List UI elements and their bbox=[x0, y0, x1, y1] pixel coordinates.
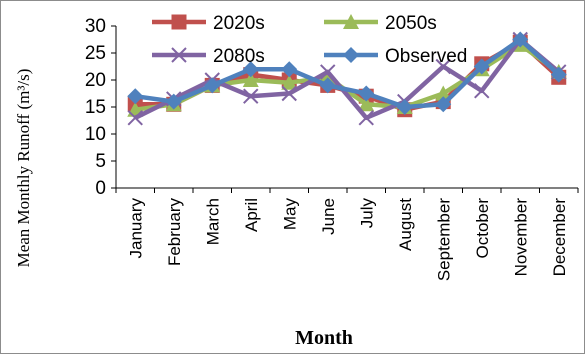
data-point-2080s bbox=[281, 85, 297, 102]
legend-item-2050s: 2050s bbox=[324, 13, 437, 34]
x-tick-label: September bbox=[434, 198, 453, 281]
legend-marker-observed bbox=[343, 47, 359, 63]
x-tick-label: May bbox=[280, 198, 299, 231]
x-tick-label: July bbox=[357, 198, 376, 229]
axes: 0 5 10 15 20 25 30 January February March April May… bbox=[85, 16, 579, 281]
data-point-observed bbox=[435, 96, 452, 113]
series-line-observed bbox=[134, 37, 561, 110]
y-tick-label: 10 bbox=[85, 124, 106, 145]
legend: 2020s 2050s 2080s Observed bbox=[152, 13, 467, 67]
data-point-2050s bbox=[435, 85, 452, 101]
data-point-2080s bbox=[474, 83, 490, 99]
data-point-observed bbox=[165, 93, 182, 110]
x-tick-label: October bbox=[473, 198, 492, 259]
data-point-2050s bbox=[358, 96, 375, 112]
y-tick-label: 0 bbox=[95, 178, 106, 199]
x-tick-label: August bbox=[396, 198, 415, 251]
legend-marker-2050s bbox=[343, 14, 359, 29]
y-tick-label: 5 bbox=[95, 151, 106, 172]
x-tick-label: April bbox=[242, 198, 261, 232]
y-axis-title: Mean Monthly Runoff (m³/s) bbox=[14, 69, 33, 268]
data-point-2080s bbox=[358, 110, 374, 126]
legend-label: 2080s bbox=[213, 46, 265, 67]
data-point-observed bbox=[319, 77, 336, 94]
series-observed bbox=[127, 31, 567, 115]
data-point-observed bbox=[281, 61, 298, 78]
data-point-observed bbox=[512, 31, 529, 48]
y-tick-label: 25 bbox=[85, 43, 106, 64]
data-point-2050s bbox=[242, 72, 259, 87]
legend-label: 2020s bbox=[213, 13, 265, 34]
x-tick-label: January bbox=[126, 198, 145, 259]
x-tick-label: February bbox=[165, 198, 184, 267]
legend-marker-2020s bbox=[171, 14, 187, 30]
data-point-2080s bbox=[127, 110, 143, 126]
data-point-observed bbox=[473, 58, 490, 75]
legend-item-2080s: 2080s bbox=[152, 46, 265, 67]
y-tick-label: 20 bbox=[85, 70, 106, 91]
y-tick-label: 30 bbox=[85, 16, 106, 37]
x-tick-label: June bbox=[319, 198, 338, 235]
data-point-observed bbox=[204, 77, 221, 94]
data-point-2050s bbox=[319, 69, 336, 85]
data-point-2050s bbox=[281, 74, 298, 90]
legend-item-observed: Observed bbox=[324, 46, 467, 67]
data-point-2080s bbox=[435, 58, 451, 75]
legend-label: 2050s bbox=[385, 13, 437, 34]
data-point-observed bbox=[396, 99, 413, 115]
series-layer bbox=[127, 31, 567, 126]
y-tick-label: 15 bbox=[85, 97, 106, 118]
x-tick-label: December bbox=[550, 198, 569, 277]
data-point-observed bbox=[358, 85, 375, 102]
data-point-2080s bbox=[243, 88, 259, 104]
data-point-observed bbox=[242, 61, 259, 78]
data-point-2080s bbox=[320, 64, 336, 80]
data-point-observed bbox=[550, 66, 567, 83]
x-axis-title: Month bbox=[295, 327, 353, 349]
legend-marker-2080s bbox=[171, 47, 187, 63]
legend-label: Observed bbox=[385, 46, 467, 67]
x-tick-label: March bbox=[203, 198, 222, 245]
data-point-observed bbox=[127, 88, 144, 105]
legend-item-2020s: 2020s bbox=[152, 13, 265, 34]
x-tick-label: November bbox=[511, 198, 530, 277]
series-line-2080s bbox=[134, 37, 561, 121]
